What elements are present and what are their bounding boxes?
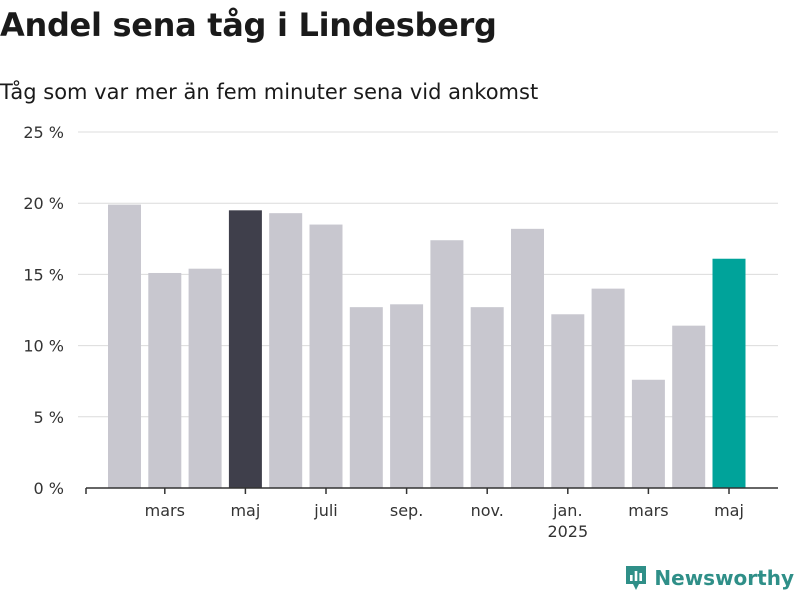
y-tick-label: 0 % [34,479,64,498]
x-axis-labels: mars maj juli sep. nov. jan. 2025 mars maj [145,501,744,541]
chart-title: Andel sena tåg i Lindesberg [0,6,497,44]
bar-2024-11 [470,307,504,488]
bar-2024-09 [390,304,424,488]
y-tick-label: 15 % [23,265,64,284]
x-tick-label: sep. [390,501,423,520]
bar-2024-07 [309,224,343,488]
y-tick-label: 5 % [34,408,64,427]
bar-2024-04 [188,268,222,488]
bar-2025-05 [712,258,746,488]
x-tick-label: nov. [471,501,504,520]
bar-chart: 0 % 5 % 10 % 15 % 20 % 25 % mars maj juli sep. no… [23,123,778,541]
bar-2024-03 [148,272,182,488]
x-tick-label: maj [714,501,744,520]
x-tick-label: jan. [552,501,582,520]
brand-logo: Newsworthy [624,564,794,592]
bar-2024-10 [430,240,464,488]
bar-2025-04 [672,325,706,488]
bar-2024-02 [108,204,141,488]
y-tick-label: 25 % [23,123,64,142]
brand-name: Newsworthy [654,566,794,590]
x-tick-label: juli [313,501,337,520]
bar-2025-01 [551,314,585,488]
newsworthy-logo-icon [626,566,647,590]
x-tick-label: maj [230,501,260,520]
y-axis-labels: 0 % 5 % 10 % 15 % 20 % 25 % [23,123,64,498]
bar-2024-08 [349,307,383,488]
chart-subtitle: Tåg som var mer än fem minuter sena vid … [0,80,539,104]
bar-2025-02 [591,288,625,488]
y-tick-label: 20 % [23,194,64,213]
y-tick-label: 10 % [23,337,64,356]
x-axis [85,487,778,494]
x-tick-year-label: 2025 [547,522,588,541]
bar-2025-03 [631,379,665,488]
x-tick-label: mars [628,501,668,520]
bars [108,204,746,488]
x-tick-label: mars [145,501,185,520]
bar-2024-12 [511,228,544,488]
bar-2024-06 [269,213,303,488]
bar-2024-05 [228,210,262,488]
